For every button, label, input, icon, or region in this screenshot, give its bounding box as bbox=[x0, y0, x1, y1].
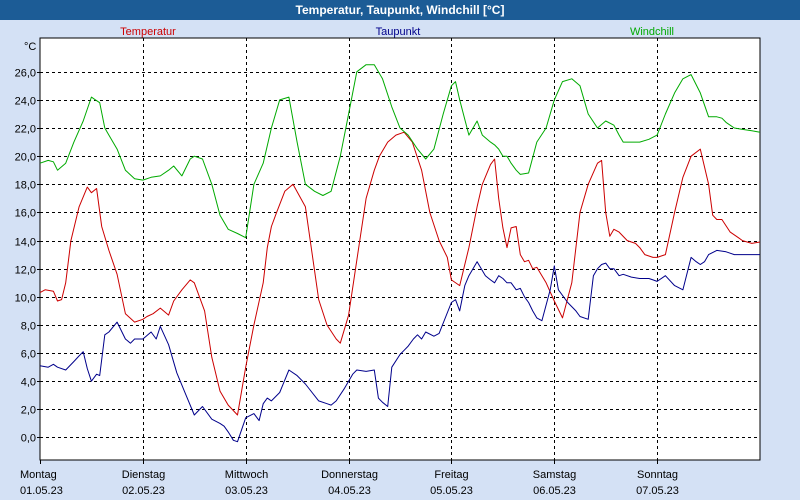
x-date-label: 05.05.23 bbox=[430, 485, 473, 497]
y-axis-ticks: 0,0 2,0 4,0 6,0 8,0 10,0 12,0 14,0 16,0 18,0 20,0 2… bbox=[15, 68, 40, 445]
legend-temperatur: Temperatur bbox=[120, 26, 176, 38]
x-day-label: Dienstag bbox=[122, 469, 165, 481]
y-tick-label: 8,0 bbox=[21, 321, 36, 333]
grid-lines bbox=[40, 38, 760, 460]
x-day-label: Sonntag bbox=[637, 469, 678, 481]
x-day-label: Mittwoch bbox=[225, 469, 268, 481]
x-date-label: 03.05.23 bbox=[225, 485, 268, 497]
series-line-taupunkt bbox=[39, 249, 760, 443]
y-tick-label: 18,0 bbox=[15, 180, 36, 192]
series-lines bbox=[39, 64, 761, 443]
x-day-label: Samstag bbox=[533, 469, 576, 481]
y-tick-label: 6,0 bbox=[21, 349, 36, 361]
legend-taupunkt: Taupunkt bbox=[376, 26, 421, 38]
legend-windchill: Windchill bbox=[630, 26, 674, 38]
x-axis-ticks: Montag 01.05.23 Dienstag 02.05.23 Mittwoch 03… bbox=[20, 460, 679, 497]
y-tick-label: 2,0 bbox=[21, 405, 36, 417]
x-day-label: Freitag bbox=[434, 469, 468, 481]
plot-area bbox=[39, 37, 761, 461]
y-tick-label: 0,0 bbox=[21, 433, 36, 445]
legend: Temperatur Taupunkt Windchill bbox=[120, 26, 674, 38]
chart-title: Temperatur, Taupunkt, Windchill [°C] bbox=[0, 0, 800, 20]
x-date-label: 07.05.23 bbox=[636, 485, 679, 497]
y-tick-label: 26,0 bbox=[15, 68, 36, 80]
y-tick-label: 24,0 bbox=[15, 96, 36, 108]
x-day-label: Montag bbox=[20, 469, 57, 481]
y-tick-label: 22,0 bbox=[15, 124, 36, 136]
y-tick-label: 14,0 bbox=[15, 237, 36, 249]
series-line-windchill bbox=[39, 64, 761, 239]
line-chart: °C 0,0 2,0 4,0 6,0 8,0 10,0 12,0 14,0 16,0 18,0 20… bbox=[15, 26, 761, 497]
y-axis-unit-label: °C bbox=[24, 41, 36, 53]
series-line-temperatur bbox=[39, 131, 761, 416]
y-tick-label: 20,0 bbox=[15, 152, 36, 164]
y-tick-label: 4,0 bbox=[21, 377, 36, 389]
y-tick-label: 10,0 bbox=[15, 293, 36, 305]
y-tick-label: 16,0 bbox=[15, 208, 36, 220]
x-date-label: 06.05.23 bbox=[533, 485, 576, 497]
x-date-label: 04.05.23 bbox=[328, 485, 371, 497]
y-tick-label: 12,0 bbox=[15, 265, 36, 277]
x-day-label: Donnerstag bbox=[321, 469, 378, 481]
x-date-label: 02.05.23 bbox=[122, 485, 165, 497]
x-date-label: 01.05.23 bbox=[20, 485, 63, 497]
